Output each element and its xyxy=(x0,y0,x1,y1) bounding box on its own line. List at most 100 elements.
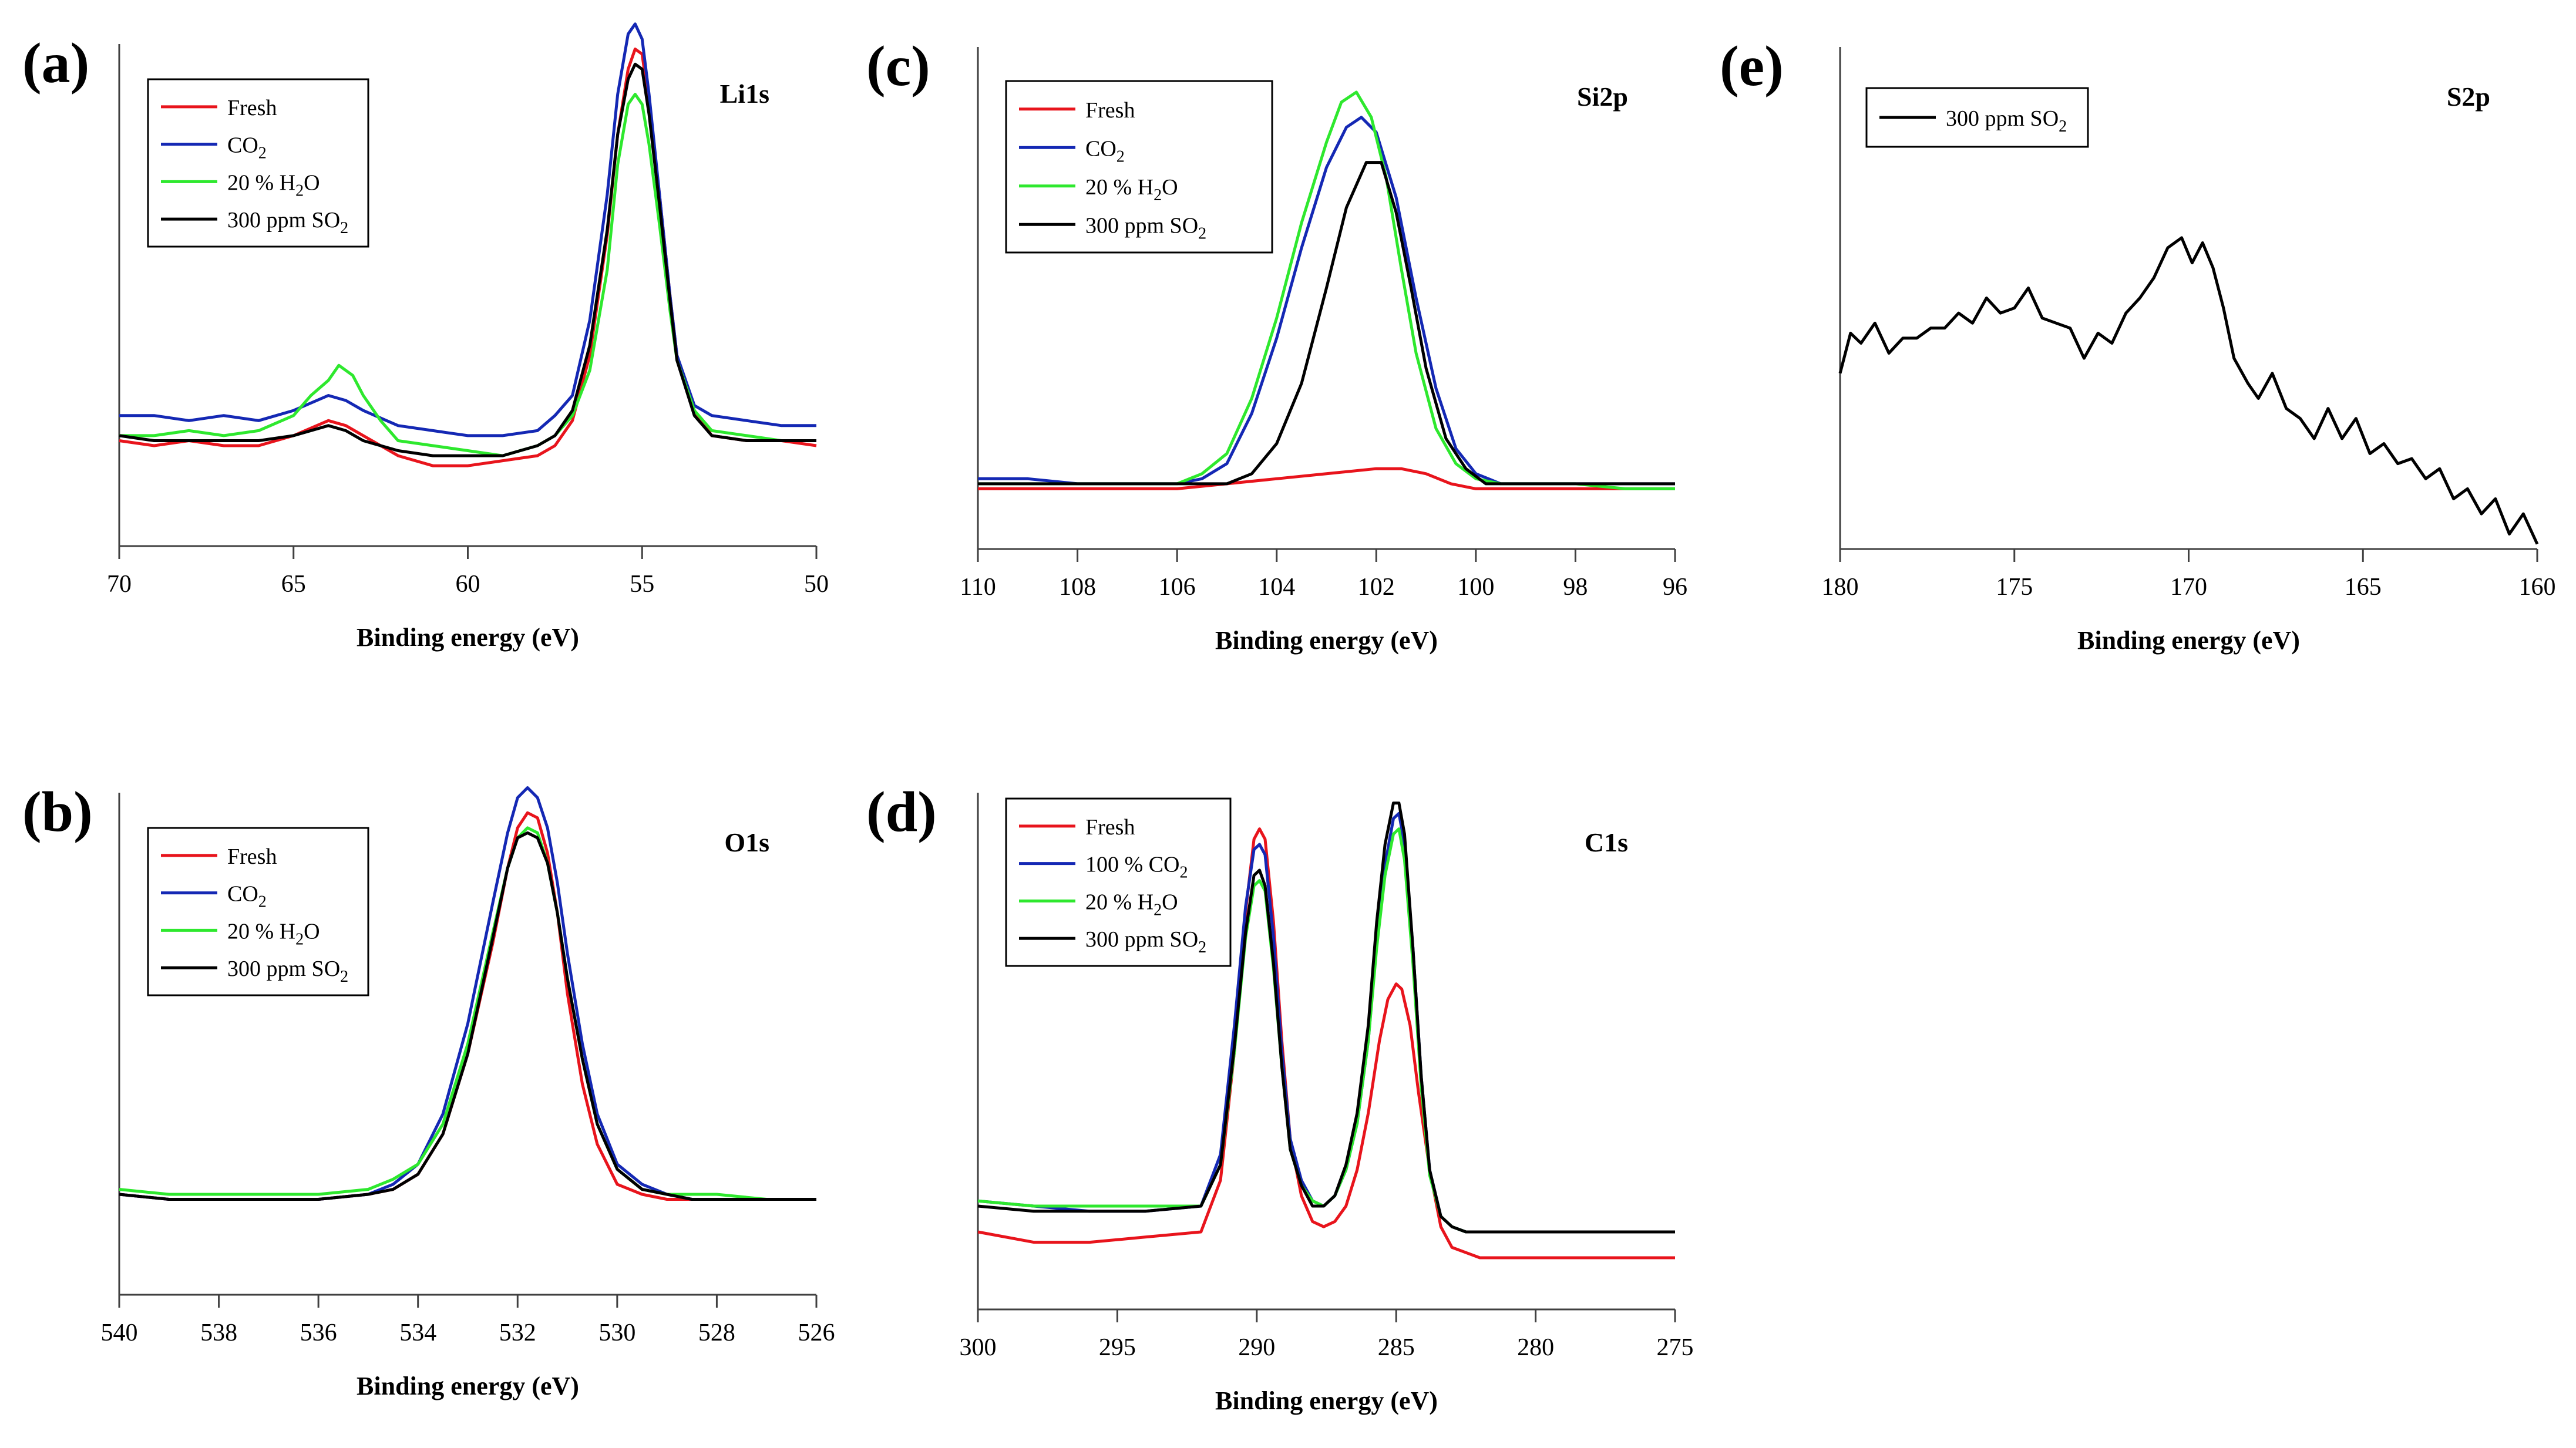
x-tick-label: 540 xyxy=(101,1319,138,1346)
chart-panel-a: (a) 70 65 60 55 50 Binding energy (eV) Li1s Fres… xyxy=(22,22,829,652)
legend-label-subscript: 2 xyxy=(1179,864,1188,882)
x-tick-label: 534 xyxy=(399,1319,436,1346)
legend-label-main: Fresh xyxy=(227,96,277,120)
x-tick-label: 70 xyxy=(107,571,132,598)
legend-label-main: 20 % H xyxy=(227,170,295,195)
x-tick-label: 295 xyxy=(1099,1334,1136,1361)
legend-label: CO2 xyxy=(1085,136,1125,166)
series-line-3 xyxy=(977,802,1675,1234)
legend-label-main: Fresh xyxy=(227,844,277,869)
x-axis-label: Binding energy (eV) xyxy=(357,1372,579,1400)
x-tick-label: 110 xyxy=(960,574,996,601)
legend-label: 20 % H2O xyxy=(227,919,320,948)
x-tick-label: 108 xyxy=(1059,574,1096,601)
x-tick-label: 160 xyxy=(2519,574,2556,601)
legend-label-main: 300 ppm SO xyxy=(1085,213,1198,238)
legend-label-subscript: 2 xyxy=(258,893,267,911)
legend-label-subscript: 2 xyxy=(340,219,348,237)
x-tick-label: 50 xyxy=(804,571,829,598)
legend-label: 300 ppm SO2 xyxy=(227,957,348,986)
x-tick-label: 104 xyxy=(1258,574,1295,601)
chart-title: O1s xyxy=(724,827,769,857)
legend-label-main: Fresh xyxy=(1085,815,1135,840)
chart-panel-e: (e) 180 175 170 165 160 Binding energy (eV) S2p… xyxy=(1720,35,2556,655)
x-tick-label: 106 xyxy=(1159,574,1196,601)
legend-label-main: CO xyxy=(227,133,258,158)
x-axis-label: Binding energy (eV) xyxy=(2077,626,2300,655)
legend-label: Fresh xyxy=(1085,815,1135,840)
legend-label-subscript: 2 xyxy=(295,181,304,200)
x-axis-label: Binding energy (eV) xyxy=(1215,626,1438,655)
legend-label-main: Fresh xyxy=(1085,98,1135,123)
legend-label-main: CO xyxy=(1085,136,1117,161)
x-tick-label: 180 xyxy=(1822,574,1859,601)
x-tick-label: 275 xyxy=(1657,1334,1694,1361)
x-tick-label: 528 xyxy=(698,1319,735,1346)
legend-label: 20 % H2O xyxy=(1085,890,1178,919)
panel-label: (a) xyxy=(22,32,89,95)
x-tick-label: 55 xyxy=(630,571,654,598)
legend-label-subscript: 2 xyxy=(1154,186,1162,204)
legend-label-subscript: 2 xyxy=(340,968,348,986)
legend-label: Fresh xyxy=(1085,98,1135,123)
legend-label: 300 ppm SO2 xyxy=(1085,213,1206,243)
legend-label: Fresh xyxy=(227,844,277,869)
x-tick-label: 100 xyxy=(1457,574,1494,601)
legend-label-main: 20 % H xyxy=(227,919,295,944)
x-tick-label: 536 xyxy=(300,1319,337,1346)
panel-label: (c) xyxy=(866,35,930,98)
legend-label-main: CO xyxy=(227,882,258,907)
legend-label-subscript: 2 xyxy=(2059,117,2067,136)
panel-label: (d) xyxy=(866,780,937,844)
x-tick-label: 102 xyxy=(1358,574,1395,601)
x-tick-label: 175 xyxy=(1996,574,2033,601)
chart-panel-b: (b) 540 538 536 534 532 530 528 526 Binding energ… xyxy=(22,780,835,1400)
chart-title: S2p xyxy=(2447,82,2490,112)
chart-title: Li1s xyxy=(720,79,769,109)
legend-label: 100 % CO2 xyxy=(1085,853,1188,882)
x-tick-label: 532 xyxy=(499,1319,536,1346)
legend-label: 20 % H2O xyxy=(1085,175,1178,204)
x-tick-label: 65 xyxy=(281,571,306,598)
legend-label-main: 20 % H xyxy=(1085,175,1154,200)
x-tick-label: 530 xyxy=(598,1319,635,1346)
chart-panel-c: (c) 110 108 106 104 102 100 98 96 Binding energy … xyxy=(866,35,1687,655)
chart-title: C1s xyxy=(1585,827,1628,857)
x-tick-label: 526 xyxy=(798,1319,835,1346)
series-line-3 xyxy=(978,161,1675,486)
legend-label-subscript: 2 xyxy=(258,144,267,163)
x-tick-label: 98 xyxy=(1563,574,1588,601)
series-line-3 xyxy=(119,62,816,457)
legend: 300 ppm SO2 xyxy=(1865,87,2089,148)
x-axis-label: Binding energy (eV) xyxy=(357,623,579,652)
legend-label-subscript: 2 xyxy=(1154,901,1162,919)
legend-label: 20 % H2O xyxy=(227,170,320,200)
legend-label: CO2 xyxy=(227,882,267,911)
legend-label-subscript: 2 xyxy=(1198,938,1206,957)
legend-label: CO2 xyxy=(227,133,267,163)
x-tick-label: 285 xyxy=(1378,1334,1415,1361)
x-tick-label: 170 xyxy=(2170,574,2207,601)
legend-label-main: 20 % H xyxy=(1085,890,1154,914)
legend-label-suffix: O xyxy=(304,170,320,195)
x-tick-label: 280 xyxy=(1517,1334,1554,1361)
series-line-3 xyxy=(119,831,816,1201)
legend-label-main: 100 % CO xyxy=(1085,853,1179,877)
legend-label: 300 ppm SO2 xyxy=(227,208,348,237)
x-axis-label: Binding energy (eV) xyxy=(1215,1386,1438,1415)
legend-label-subscript: 2 xyxy=(1117,147,1125,166)
series-line-0 xyxy=(1838,236,2539,545)
legend-label-suffix: O xyxy=(1162,890,1178,914)
chart-title: Si2p xyxy=(1577,82,1628,112)
legend-label-suffix: O xyxy=(1162,175,1178,200)
chart-panel-d: (d) 300 295 290 285 280 275 Binding energy (eV)… xyxy=(866,780,1694,1415)
legend-label-main: 300 ppm SO xyxy=(227,208,340,233)
x-tick-label: 60 xyxy=(456,571,480,598)
legend-label: Fresh xyxy=(227,96,277,120)
legend-label-main: 300 ppm SO xyxy=(227,957,340,981)
legend-label: 300 ppm SO2 xyxy=(1946,106,2067,136)
